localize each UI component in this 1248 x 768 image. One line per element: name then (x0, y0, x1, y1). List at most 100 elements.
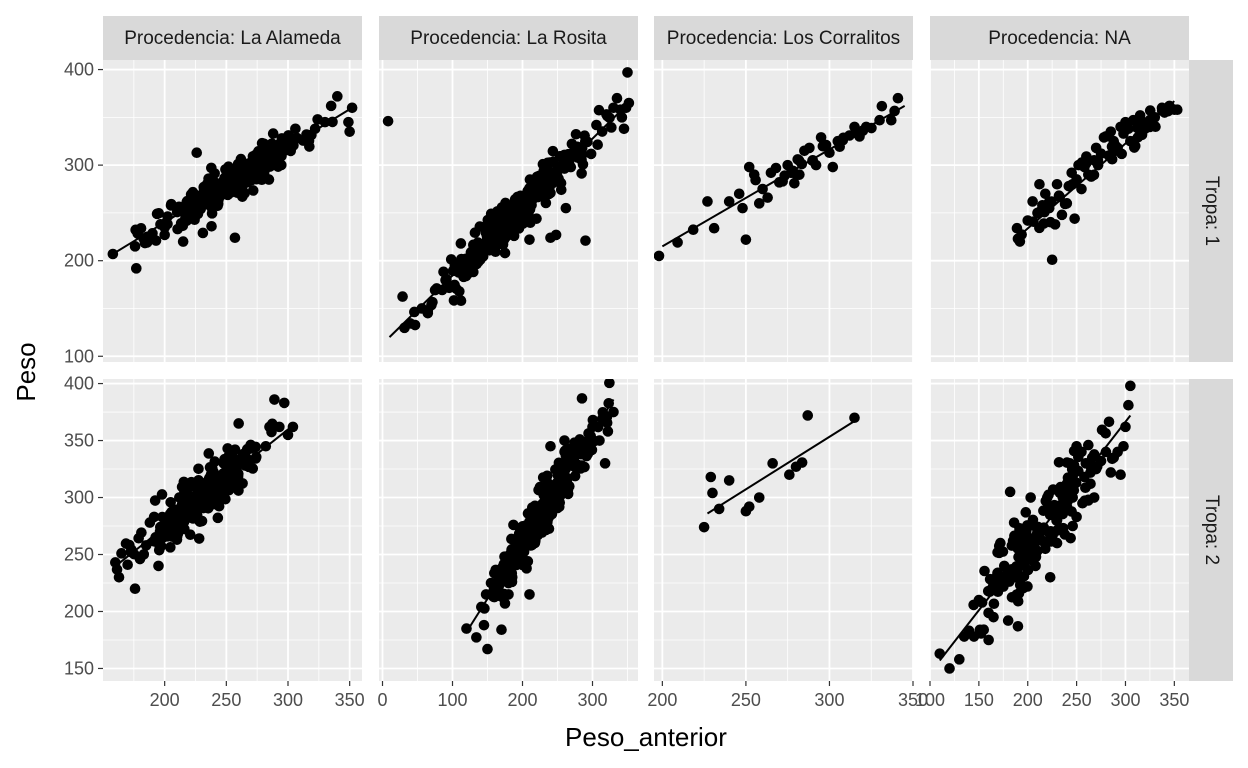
data-point (743, 161, 755, 173)
y-tick-label: 400 (64, 374, 94, 394)
data-point (537, 158, 549, 170)
data-point (128, 548, 140, 560)
data-point (1022, 520, 1033, 531)
data-point (153, 560, 164, 572)
panel-points (110, 394, 299, 594)
x-tick-label: 200 (647, 690, 677, 710)
data-point (555, 184, 567, 196)
data-point (456, 254, 467, 265)
data-point (188, 188, 200, 200)
data-point (263, 174, 275, 185)
data-point (306, 129, 317, 141)
data-point (737, 202, 748, 214)
panel (103, 379, 362, 681)
data-point (206, 220, 217, 232)
data-point (1006, 592, 1018, 603)
panel (103, 60, 362, 362)
data-point (580, 235, 591, 246)
data-point (1150, 121, 1161, 133)
data-point (245, 439, 256, 451)
row-strip-label: Tropa: 1 (1201, 176, 1222, 246)
data-point (181, 197, 193, 208)
panels-layer (103, 60, 1189, 681)
data-point (570, 128, 582, 140)
trend-line (112, 106, 353, 255)
data-point (804, 142, 815, 154)
data-point (934, 648, 946, 659)
column-strip: Procedencia: La Rosita (379, 16, 638, 60)
data-point (988, 598, 1000, 610)
data-point (1028, 216, 1039, 227)
data-point (849, 412, 860, 424)
data-point (545, 440, 556, 452)
data-point (453, 267, 465, 278)
data-point (190, 511, 201, 523)
data-point (705, 471, 717, 483)
y-tick-label: 300 (64, 155, 94, 175)
panel-points (698, 410, 860, 533)
data-point (740, 234, 752, 245)
data-point (1118, 440, 1129, 452)
trend-line (661, 105, 906, 248)
data-point (791, 169, 802, 181)
data-point (708, 222, 720, 234)
data-point (1062, 487, 1073, 498)
data-point (565, 161, 577, 173)
data-point (138, 549, 150, 560)
data-point (165, 542, 176, 553)
data-point (1129, 142, 1140, 153)
data-point (193, 463, 204, 475)
x-tick-label: 200 (150, 690, 180, 710)
column-strip: Procedencia: Los Corralitos (654, 16, 913, 60)
axes-layer: 100 200 300 400 150 200 250 300 350 400 200 250 300 3… (64, 60, 1189, 710)
data-point (618, 123, 630, 135)
x-tick-label: 350 (898, 690, 928, 710)
x-tick-label: 0 (377, 690, 387, 710)
data-point (1045, 216, 1056, 228)
data-point (578, 436, 590, 448)
data-point (1067, 179, 1078, 190)
data-point (885, 114, 897, 126)
data-point (1066, 506, 1077, 517)
data-point (1057, 522, 1069, 534)
data-point (1014, 236, 1026, 247)
data-point (471, 258, 482, 270)
data-point (181, 215, 192, 227)
row-strip-label: Tropa: 2 (1201, 495, 1222, 565)
data-point (789, 177, 800, 189)
x-tick-label: 200 (507, 690, 537, 710)
x-tick-label: 100 (437, 690, 467, 710)
data-point (516, 523, 527, 535)
data-point (498, 588, 510, 600)
data-point (484, 242, 496, 253)
data-point (767, 458, 778, 469)
data-point (954, 654, 965, 665)
y-tick-label: 400 (64, 60, 94, 80)
panel-background (654, 379, 913, 681)
data-point (1012, 620, 1024, 632)
data-point (784, 469, 795, 481)
data-point (1047, 529, 1059, 541)
y-tick-label: 200 (64, 251, 94, 271)
data-point (550, 229, 562, 241)
data-point (206, 208, 218, 219)
data-point (1066, 463, 1078, 475)
data-point (576, 393, 588, 404)
data-point (269, 394, 280, 405)
data-point (723, 475, 735, 486)
x-tick-label: 200 (1013, 690, 1043, 710)
data-point (489, 567, 500, 579)
data-point (255, 149, 266, 161)
data-point (173, 524, 185, 536)
data-point (1115, 469, 1126, 481)
panel-grid (379, 60, 638, 362)
row-strip: Tropa: 2 (1189, 379, 1233, 681)
x-tick-label: 150 (964, 690, 994, 710)
data-point (817, 140, 829, 152)
data-point (198, 480, 210, 491)
data-point (622, 67, 633, 78)
data-point (135, 222, 147, 234)
data-point (1091, 461, 1103, 472)
y-tick-label: 150 (64, 658, 94, 678)
data-point (753, 198, 765, 209)
